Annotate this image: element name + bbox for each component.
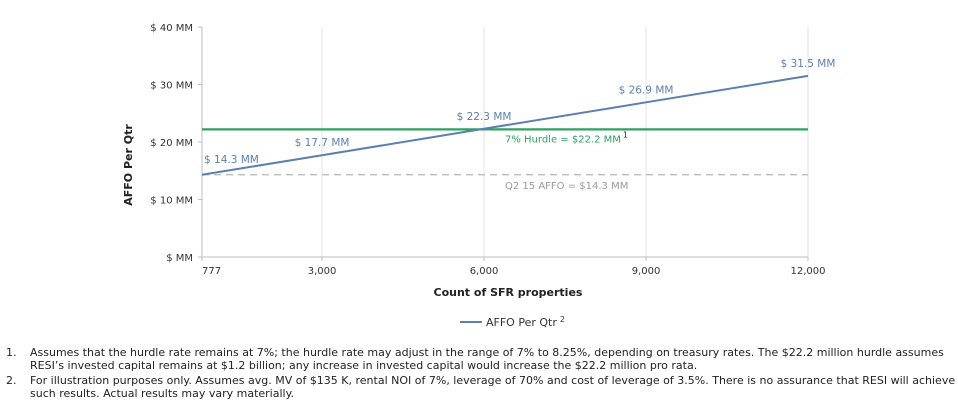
- footnote-1: 1. Assumes that the hurdle rate remains …: [6, 346, 956, 372]
- footnote-number: 2.: [6, 374, 17, 387]
- footnote-2: 2. For illustration purposes only. Assum…: [6, 374, 956, 400]
- y-tick-label: $ 40 MM: [150, 23, 193, 34]
- x-tick-label: 9,000: [632, 266, 661, 277]
- x-tick-label: 777: [202, 266, 221, 277]
- series-line-affo: [201, 74, 809, 176]
- affo-chart: $ MM $ 10 MM $ 20 MM $ 30 MM $ 40 MM 777 3,00…: [122, 23, 835, 329]
- y-tick-label: $ 20 MM: [150, 138, 193, 149]
- x-tick-label: 3,000: [308, 266, 337, 277]
- data-label: $ 26.9 MM: [619, 84, 674, 96]
- series-lines: [201, 74, 809, 176]
- axes: [198, 26, 809, 261]
- footnote-text: Assumes that the hurdle rate remains at …: [30, 346, 944, 372]
- reference-lines: [202, 128, 808, 176]
- data-label: $ 17.7 MM: [295, 137, 350, 149]
- legend: AFFO Per Qtr 2: [460, 315, 565, 329]
- x-tick-labels: 777 3,000 6,000 9,000 12,000: [202, 266, 826, 277]
- data-label: $ 22.3 MM: [457, 111, 512, 123]
- footnote-number: 1.: [6, 346, 17, 359]
- x-tick-label: 12,000: [791, 266, 826, 277]
- footnote-text: For illustration purposes only. Assumes …: [30, 374, 956, 400]
- y-tick-label: $ 10 MM: [150, 196, 193, 207]
- vertical-gridlines: [321, 27, 809, 257]
- hurdle-label: 7% Hurdle = $22.2 MM 1: [505, 130, 628, 145]
- footnotes: 1. Assumes that the hurdle rate remains …: [6, 346, 956, 400]
- data-labels: 7% Hurdle = $22.2 MM 1 Q2 15 AFFO = $14.3 …: [204, 58, 835, 192]
- x-axis-label: Count of SFR properties: [434, 286, 583, 299]
- legend-label: AFFO Per Qtr 2: [486, 315, 565, 329]
- y-tick-label: $ MM: [166, 253, 193, 264]
- q2-15-affo-label: Q2 15 AFFO = $14.3 MM: [505, 181, 628, 192]
- data-label: $ 31.5 MM: [781, 58, 836, 70]
- data-label: $ 14.3 MM: [204, 154, 259, 166]
- y-tick-label: $ 30 MM: [150, 81, 193, 92]
- x-tick-label: 6,000: [470, 266, 499, 277]
- y-axis-label: AFFO Per Qtr: [122, 124, 135, 206]
- y-tick-labels: $ MM $ 10 MM $ 20 MM $ 30 MM $ 40 MM: [150, 23, 193, 264]
